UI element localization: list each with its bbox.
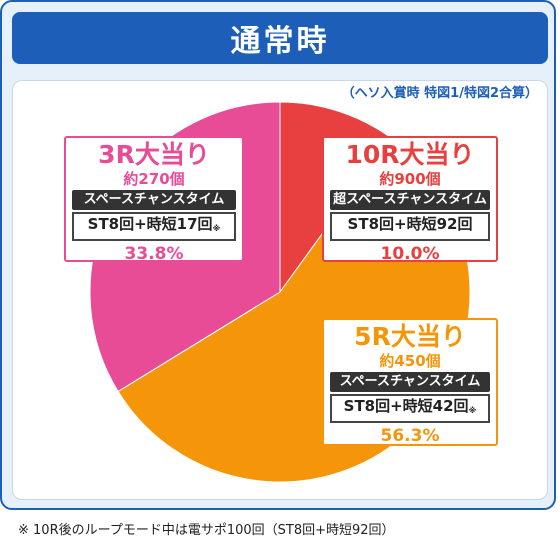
card-3r: 3R大当り 約270個 スペースチャンスタイム ST8回+時短17回※ 33.8…: [64, 136, 244, 264]
header-title: 通常時: [12, 12, 548, 64]
card-3r-title: 3R大当り: [98, 140, 210, 169]
card-5r-st-note: ※: [468, 406, 477, 415]
card-10r-percent: 10.0%: [380, 244, 440, 264]
card-3r-st: ST8回+時短17回※: [72, 212, 236, 241]
card-5r: 5R大当り 約450個 スペースチャンスタイム ST8回+時短42回※ 56.3…: [322, 318, 498, 446]
card-3r-payout: 約270個: [123, 170, 185, 188]
card-10r-mode: 超スペースチャンスタイム: [330, 190, 490, 210]
card-5r-percent: 56.3%: [380, 426, 440, 446]
card-5r-mode: スペースチャンスタイム: [330, 372, 490, 392]
card-3r-st-note: ※: [212, 224, 221, 233]
card-5r-st-text: ST8回+時短42回: [343, 397, 469, 415]
card-3r-st-text: ST8回+時短17回: [87, 215, 213, 233]
card-10r-payout: 約900個: [379, 170, 441, 188]
footer-note: ※ 10R後のループモード中は電サポ100回（ST8回+時短92回）: [18, 523, 395, 538]
chart-subnote: （ヘソ入賞時 特図1/特図2合算）: [341, 86, 538, 101]
card-5r-title: 5R大当り: [354, 322, 466, 351]
card-5r-payout: 約450個: [379, 352, 441, 370]
card-3r-percent: 33.8%: [124, 244, 184, 264]
card-10r-st-text: ST8回+時短92回: [347, 215, 473, 233]
card-10r: 10R大当り 約900個 超スペースチャンスタイム ST8回+時短92回 10.…: [322, 136, 498, 264]
card-3r-mode: スペースチャンスタイム: [72, 190, 236, 210]
card-5r-st: ST8回+時短42回※: [330, 394, 490, 423]
card-10r-st: ST8回+時短92回: [330, 212, 490, 241]
card-10r-title: 10R大当り: [345, 140, 475, 169]
